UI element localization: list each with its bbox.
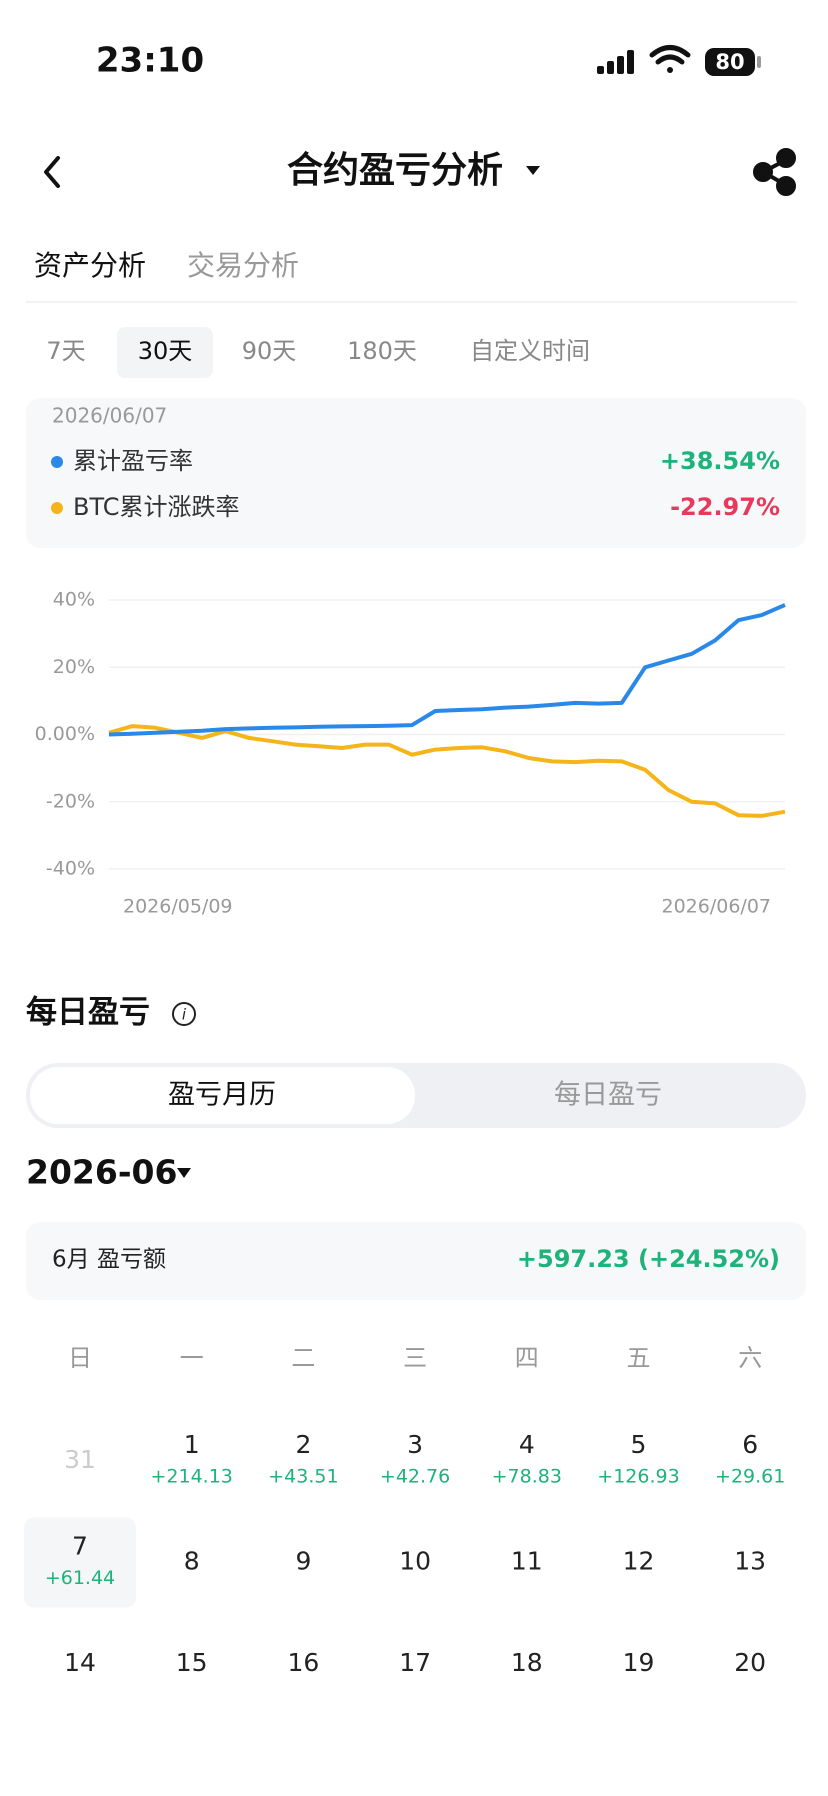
battery-cap	[757, 56, 761, 68]
calendar-day[interactable]: 7	[72, 1532, 88, 1561]
calendar-selected-bg	[24, 1517, 136, 1608]
y-tick-label: -40%	[46, 858, 95, 880]
calendar-day[interactable]: 13	[734, 1547, 766, 1576]
range-tab[interactable]: 7天	[46, 337, 85, 365]
wifi-icon	[649, 45, 691, 73]
calendar-pnl: +43.51	[268, 1466, 338, 1488]
tab-active[interactable]: 资产分析	[34, 249, 146, 282]
section-title: 每日盈亏	[26, 995, 150, 1031]
segment-active[interactable]: 盈亏月历	[168, 1080, 276, 1111]
legend-label: BTC累计涨跌率	[73, 493, 239, 521]
calendar-pnl: +61.44	[45, 1567, 115, 1589]
summary-box	[26, 1222, 806, 1300]
calendar-pnl: +29.61	[715, 1466, 785, 1488]
calendar-day[interactable]: 11	[511, 1547, 543, 1576]
weekday-label: 四	[515, 1344, 539, 1372]
month-dropdown[interactable]	[177, 1168, 191, 1178]
calendar-day[interactable]: 16	[287, 1648, 319, 1677]
calendar-pnl: +214.13	[150, 1466, 232, 1488]
battery-icon	[705, 48, 755, 76]
calendar-pnl: +42.76	[380, 1466, 450, 1488]
legend-dot	[51, 502, 63, 514]
series-line	[108, 603, 786, 737]
calendar-day-outside: 31	[64, 1445, 96, 1474]
range-tab[interactable]: 30天	[138, 337, 193, 365]
tooltip-box	[26, 398, 806, 548]
calendar-day[interactable]: 17	[399, 1648, 431, 1677]
y-tick-label: 40%	[53, 589, 95, 611]
weekday-label: 六	[738, 1344, 762, 1372]
calendar-day[interactable]: 3	[407, 1430, 423, 1459]
segment-active-bg	[30, 1067, 415, 1124]
calendar-day[interactable]: 4	[519, 1430, 535, 1459]
range-tab[interactable]: 自定义时间	[470, 337, 590, 365]
segment[interactable]: 每日盈亏	[554, 1080, 662, 1111]
range-selected-bg	[117, 327, 213, 378]
tooltip-value: -22.97%	[670, 493, 780, 521]
tab[interactable]: 交易分析	[187, 249, 299, 282]
calendar-pnl: +78.83	[492, 1466, 562, 1488]
back-button[interactable]	[44, 156, 60, 188]
summary-label: 6月 盈亏额	[52, 1247, 166, 1273]
range-tab[interactable]: 90天	[242, 337, 297, 365]
calendar-day[interactable]: 14	[64, 1648, 96, 1677]
calendar-day[interactable]: 12	[623, 1547, 655, 1576]
calendar-day[interactable]: 19	[623, 1648, 655, 1677]
calendar-day[interactable]: 8	[184, 1547, 200, 1576]
calendar-pnl: +126.93	[597, 1466, 679, 1488]
weekday-label: 五	[627, 1344, 651, 1372]
calendar-day[interactable]: 2	[295, 1430, 311, 1459]
calendar-day[interactable]: 18	[511, 1648, 543, 1677]
month-picker[interactable]: 2026-06	[26, 1153, 177, 1192]
title-dropdown[interactable]	[526, 166, 540, 175]
series-line	[108, 724, 786, 818]
status-time: 23:10	[96, 41, 204, 81]
calendar-day[interactable]: 20	[734, 1648, 766, 1677]
info-icon[interactable]	[172, 1002, 196, 1026]
share-button[interactable]	[753, 148, 796, 196]
battery-level: 80	[715, 50, 744, 74]
weekday-label: 二	[291, 1344, 315, 1372]
calendar-day[interactable]: 10	[399, 1547, 431, 1576]
tooltip-date: 2026/06/07	[52, 404, 167, 428]
weekday-label: 日	[68, 1344, 92, 1372]
weekday-label: 三	[403, 1344, 427, 1372]
calendar-day[interactable]: 5	[631, 1430, 647, 1459]
signal-icon	[597, 50, 634, 74]
summary-value: +597.23 (+24.52%)	[517, 1245, 780, 1273]
legend-label: 累计盈亏率	[73, 447, 193, 475]
calendar-day[interactable]: 9	[295, 1547, 311, 1576]
x-tick-label: 2026/06/07	[661, 896, 771, 918]
y-tick-label: 0.00%	[35, 723, 95, 745]
legend-dot	[51, 456, 63, 468]
calendar-day[interactable]: 15	[176, 1648, 208, 1677]
tooltip-value: +38.54%	[660, 447, 780, 475]
y-tick-label: -20%	[46, 790, 95, 812]
info-icon-glyph: i	[182, 1006, 187, 1024]
weekday-label: 一	[180, 1344, 204, 1372]
x-tick-label: 2026/05/09	[123, 896, 233, 918]
calendar-day[interactable]: 1	[184, 1430, 200, 1459]
page-title[interactable]: 合约盈亏分析	[287, 150, 503, 191]
y-tick-label: 20%	[53, 656, 95, 678]
calendar-day[interactable]: 6	[742, 1430, 758, 1459]
range-tab[interactable]: 180天	[347, 337, 417, 365]
